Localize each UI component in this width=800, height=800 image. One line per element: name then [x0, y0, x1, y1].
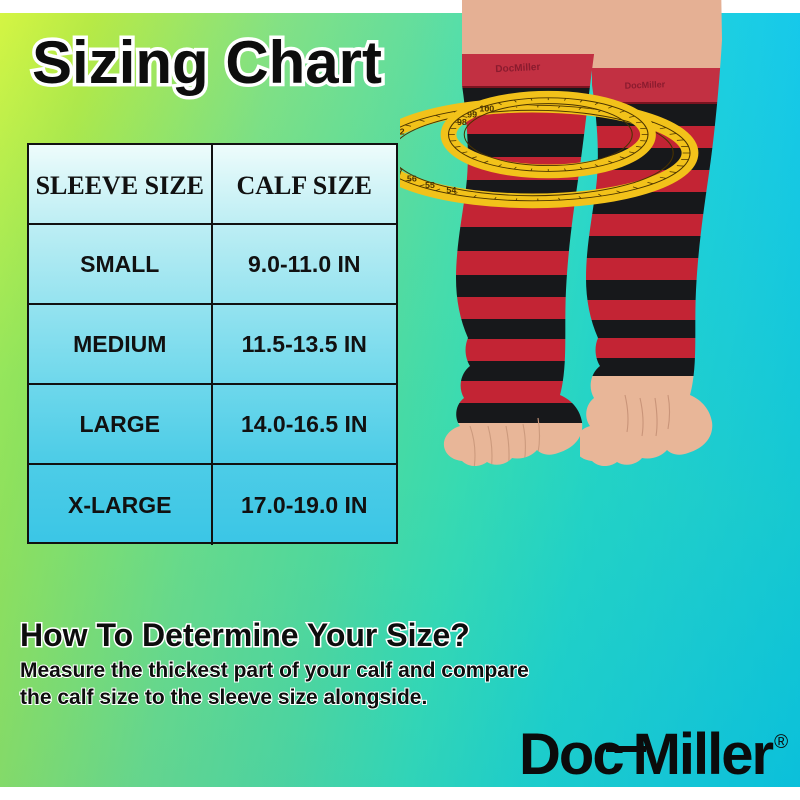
- svg-text:98: 98: [457, 118, 467, 127]
- svg-text:100: 100: [479, 104, 494, 113]
- svg-text:55: 55: [425, 180, 435, 189]
- svg-text:54: 54: [446, 186, 456, 195]
- svg-text:57: 57: [400, 167, 403, 176]
- svg-text:DocMiller: DocMiller: [624, 79, 665, 90]
- svg-text:62: 62: [400, 127, 405, 136]
- svg-text:56: 56: [407, 174, 417, 183]
- svg-text:99: 99: [467, 110, 477, 119]
